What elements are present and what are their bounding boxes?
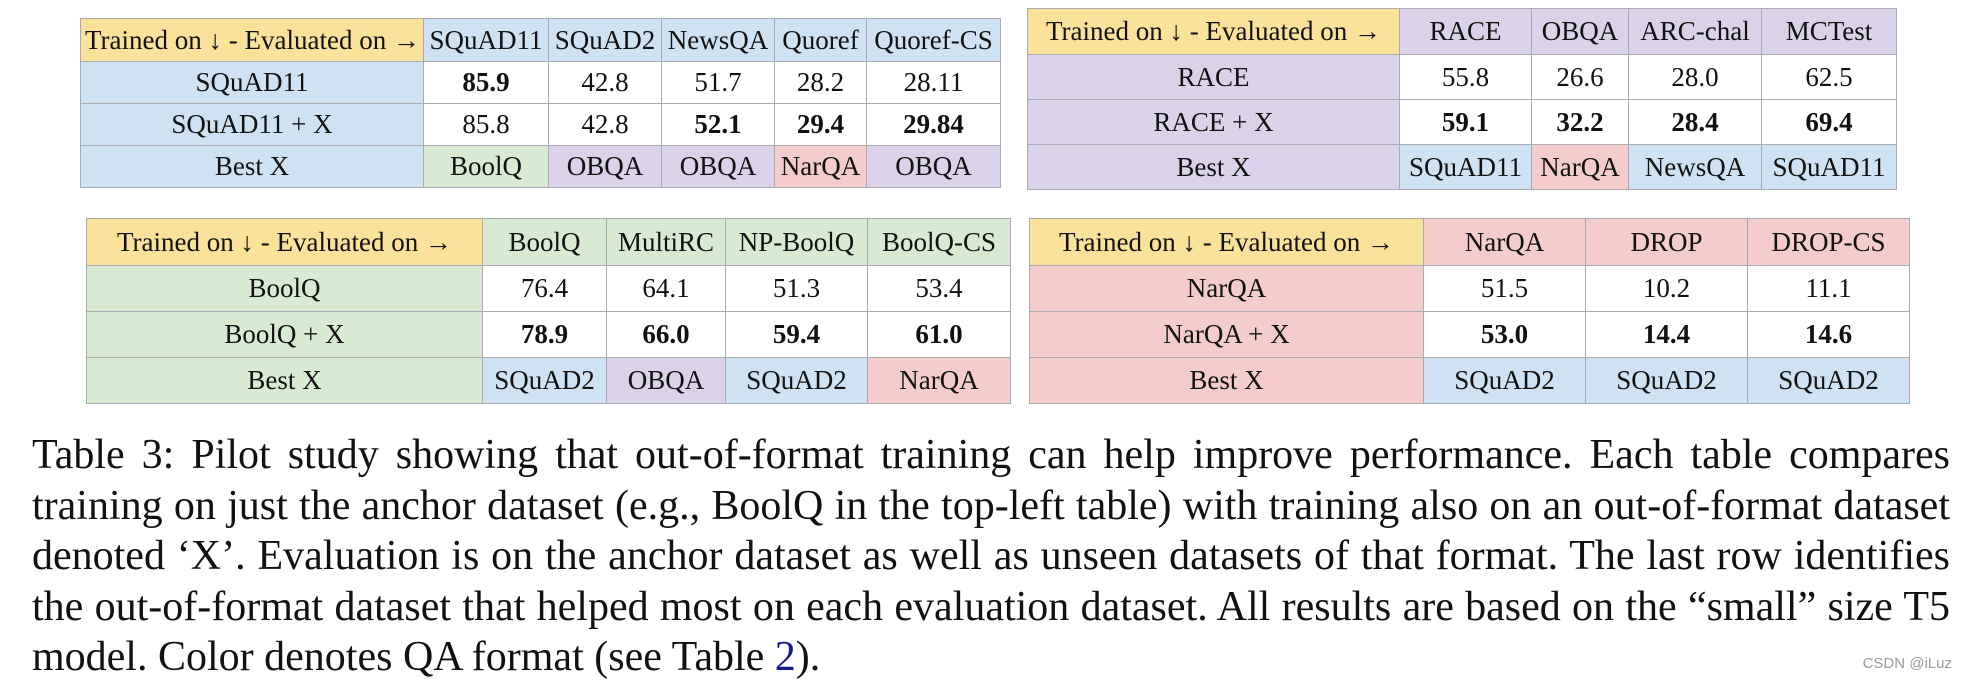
- cell-value: 59.4: [725, 311, 868, 358]
- column-header: BoolQ-CS: [867, 218, 1011, 266]
- cell-value: 26.6: [1531, 54, 1629, 100]
- cell-value: 29.4: [774, 103, 867, 146]
- cell-value: 42.8: [548, 103, 662, 146]
- best-x-value: NarQA: [774, 145, 867, 188]
- best-x-value: NarQA: [1531, 144, 1629, 190]
- cell-value: 52.1: [661, 103, 775, 146]
- best-x-value: NewsQA: [1628, 144, 1762, 190]
- results-table-squad11: Trained on ↓ - Evaluated on → SQuAD11 SQ…: [80, 18, 1001, 188]
- table-caption: Table 3: Pilot study showing that out-of…: [32, 430, 1950, 683]
- row-label: RACE: [1027, 54, 1400, 100]
- results-table-race: Trained on ↓ - Evaluated on → RACE OBQA …: [1027, 8, 1897, 190]
- row-label: SQuAD11 + X: [80, 103, 424, 146]
- cell-value: 85.8: [423, 103, 549, 146]
- cell-value: 53.4: [867, 265, 1011, 312]
- best-x-label: Best X: [1027, 144, 1400, 190]
- cell-value: 59.1: [1399, 99, 1532, 145]
- best-x-value: SQuAD11: [1761, 144, 1897, 190]
- table-reference-link[interactable]: 2: [774, 634, 796, 680]
- best-x-value: BoolQ: [423, 145, 549, 188]
- cell-value: 29.84: [866, 103, 1001, 146]
- best-x-label: Best X: [86, 357, 483, 404]
- best-x-value: SQuAD2: [482, 357, 607, 404]
- cell-value: 76.4: [482, 265, 607, 312]
- cell-value: 85.9: [423, 61, 549, 104]
- cell-value: 62.5: [1761, 54, 1897, 100]
- row-label: RACE + X: [1027, 99, 1400, 145]
- column-header: NarQA: [1423, 218, 1586, 266]
- best-x-value: OBQA: [661, 145, 775, 188]
- cell-value: 61.0: [867, 311, 1011, 358]
- best-x-value: SQuAD2: [1585, 357, 1748, 404]
- cell-value: 66.0: [606, 311, 726, 358]
- caption-line: Table 3: Pilot study showing that out-of…: [32, 432, 1950, 478]
- column-header: SQuAD11: [423, 18, 549, 62]
- cell-value: 69.4: [1761, 99, 1897, 145]
- best-x-value: OBQA: [866, 145, 1001, 188]
- results-table-boolq: Trained on ↓ - Evaluated on → BoolQ Mult…: [86, 218, 1011, 404]
- header-label: Trained on ↓ - Evaluated on →: [80, 18, 424, 62]
- row-label: BoolQ: [86, 265, 483, 312]
- column-header: NP-BoolQ: [725, 218, 868, 266]
- caption-line: denoted ‘X’. Evaluation is on the anchor…: [32, 533, 1950, 579]
- column-header: MCTest: [1761, 8, 1897, 55]
- cell-value: 14.4: [1585, 311, 1748, 358]
- best-x-value: OBQA: [606, 357, 726, 404]
- column-header: ARC-chal: [1628, 8, 1762, 55]
- cell-value: 53.0: [1423, 311, 1586, 358]
- column-header: BoolQ: [482, 218, 607, 266]
- cell-value: 51.7: [661, 61, 775, 104]
- row-label: NarQA: [1029, 265, 1424, 312]
- cell-value: 42.8: [548, 61, 662, 104]
- header-label: Trained on ↓ - Evaluated on →: [1027, 8, 1400, 55]
- cell-value: 28.0: [1628, 54, 1762, 100]
- cell-value: 11.1: [1747, 265, 1910, 312]
- column-header: NewsQA: [661, 18, 775, 62]
- row-label: BoolQ + X: [86, 311, 483, 358]
- best-x-value: NarQA: [867, 357, 1011, 404]
- cell-value: 28.11: [866, 61, 1001, 104]
- row-label: NarQA + X: [1029, 311, 1424, 358]
- column-header: DROP: [1585, 218, 1748, 266]
- cell-value: 51.3: [725, 265, 868, 312]
- column-header: SQuAD2: [548, 18, 662, 62]
- cell-value: 28.2: [774, 61, 867, 104]
- best-x-value: SQuAD2: [1423, 357, 1586, 404]
- header-label: Trained on ↓ - Evaluated on →: [1029, 218, 1424, 266]
- column-header: DROP-CS: [1747, 218, 1910, 266]
- best-x-label: Best X: [1029, 357, 1424, 404]
- cell-value: 64.1: [606, 265, 726, 312]
- caption-line: the out-of-format dataset that helped mo…: [32, 583, 1950, 630]
- column-header: Quoref: [774, 18, 867, 62]
- best-x-value: SQuAD2: [725, 357, 868, 404]
- best-x-value: SQuAD11: [1399, 144, 1532, 190]
- column-header: Quoref-CS: [866, 18, 1001, 62]
- cell-value: 14.6: [1747, 311, 1910, 358]
- cell-value: 32.2: [1531, 99, 1629, 145]
- cell-value: 28.4: [1628, 99, 1762, 145]
- column-header: OBQA: [1531, 8, 1629, 55]
- best-x-value: SQuAD2: [1747, 357, 1910, 404]
- cell-value: 10.2: [1585, 265, 1748, 312]
- cell-value: 78.9: [482, 311, 607, 358]
- caption-line: training on just the anchor dataset (e.g…: [32, 482, 1950, 529]
- caption-line: model. Color denotes QA format (see Tabl…: [32, 632, 1950, 683]
- watermark: CSDN @iLuz: [1862, 655, 1952, 672]
- row-label: SQuAD11: [80, 61, 424, 104]
- column-header: MultiRC: [606, 218, 726, 266]
- caption-text: ).: [795, 634, 821, 680]
- best-x-label: Best X: [80, 145, 424, 188]
- column-header: RACE: [1399, 8, 1532, 55]
- caption-text: model. Color denotes QA format (see Tabl…: [32, 634, 775, 680]
- cell-value: 55.8: [1399, 54, 1532, 100]
- best-x-value: OBQA: [548, 145, 662, 188]
- header-label: Trained on ↓ - Evaluated on →: [86, 218, 483, 266]
- cell-value: 51.5: [1423, 265, 1586, 312]
- results-table-narqa: Trained on ↓ - Evaluated on → NarQA DROP…: [1029, 218, 1910, 404]
